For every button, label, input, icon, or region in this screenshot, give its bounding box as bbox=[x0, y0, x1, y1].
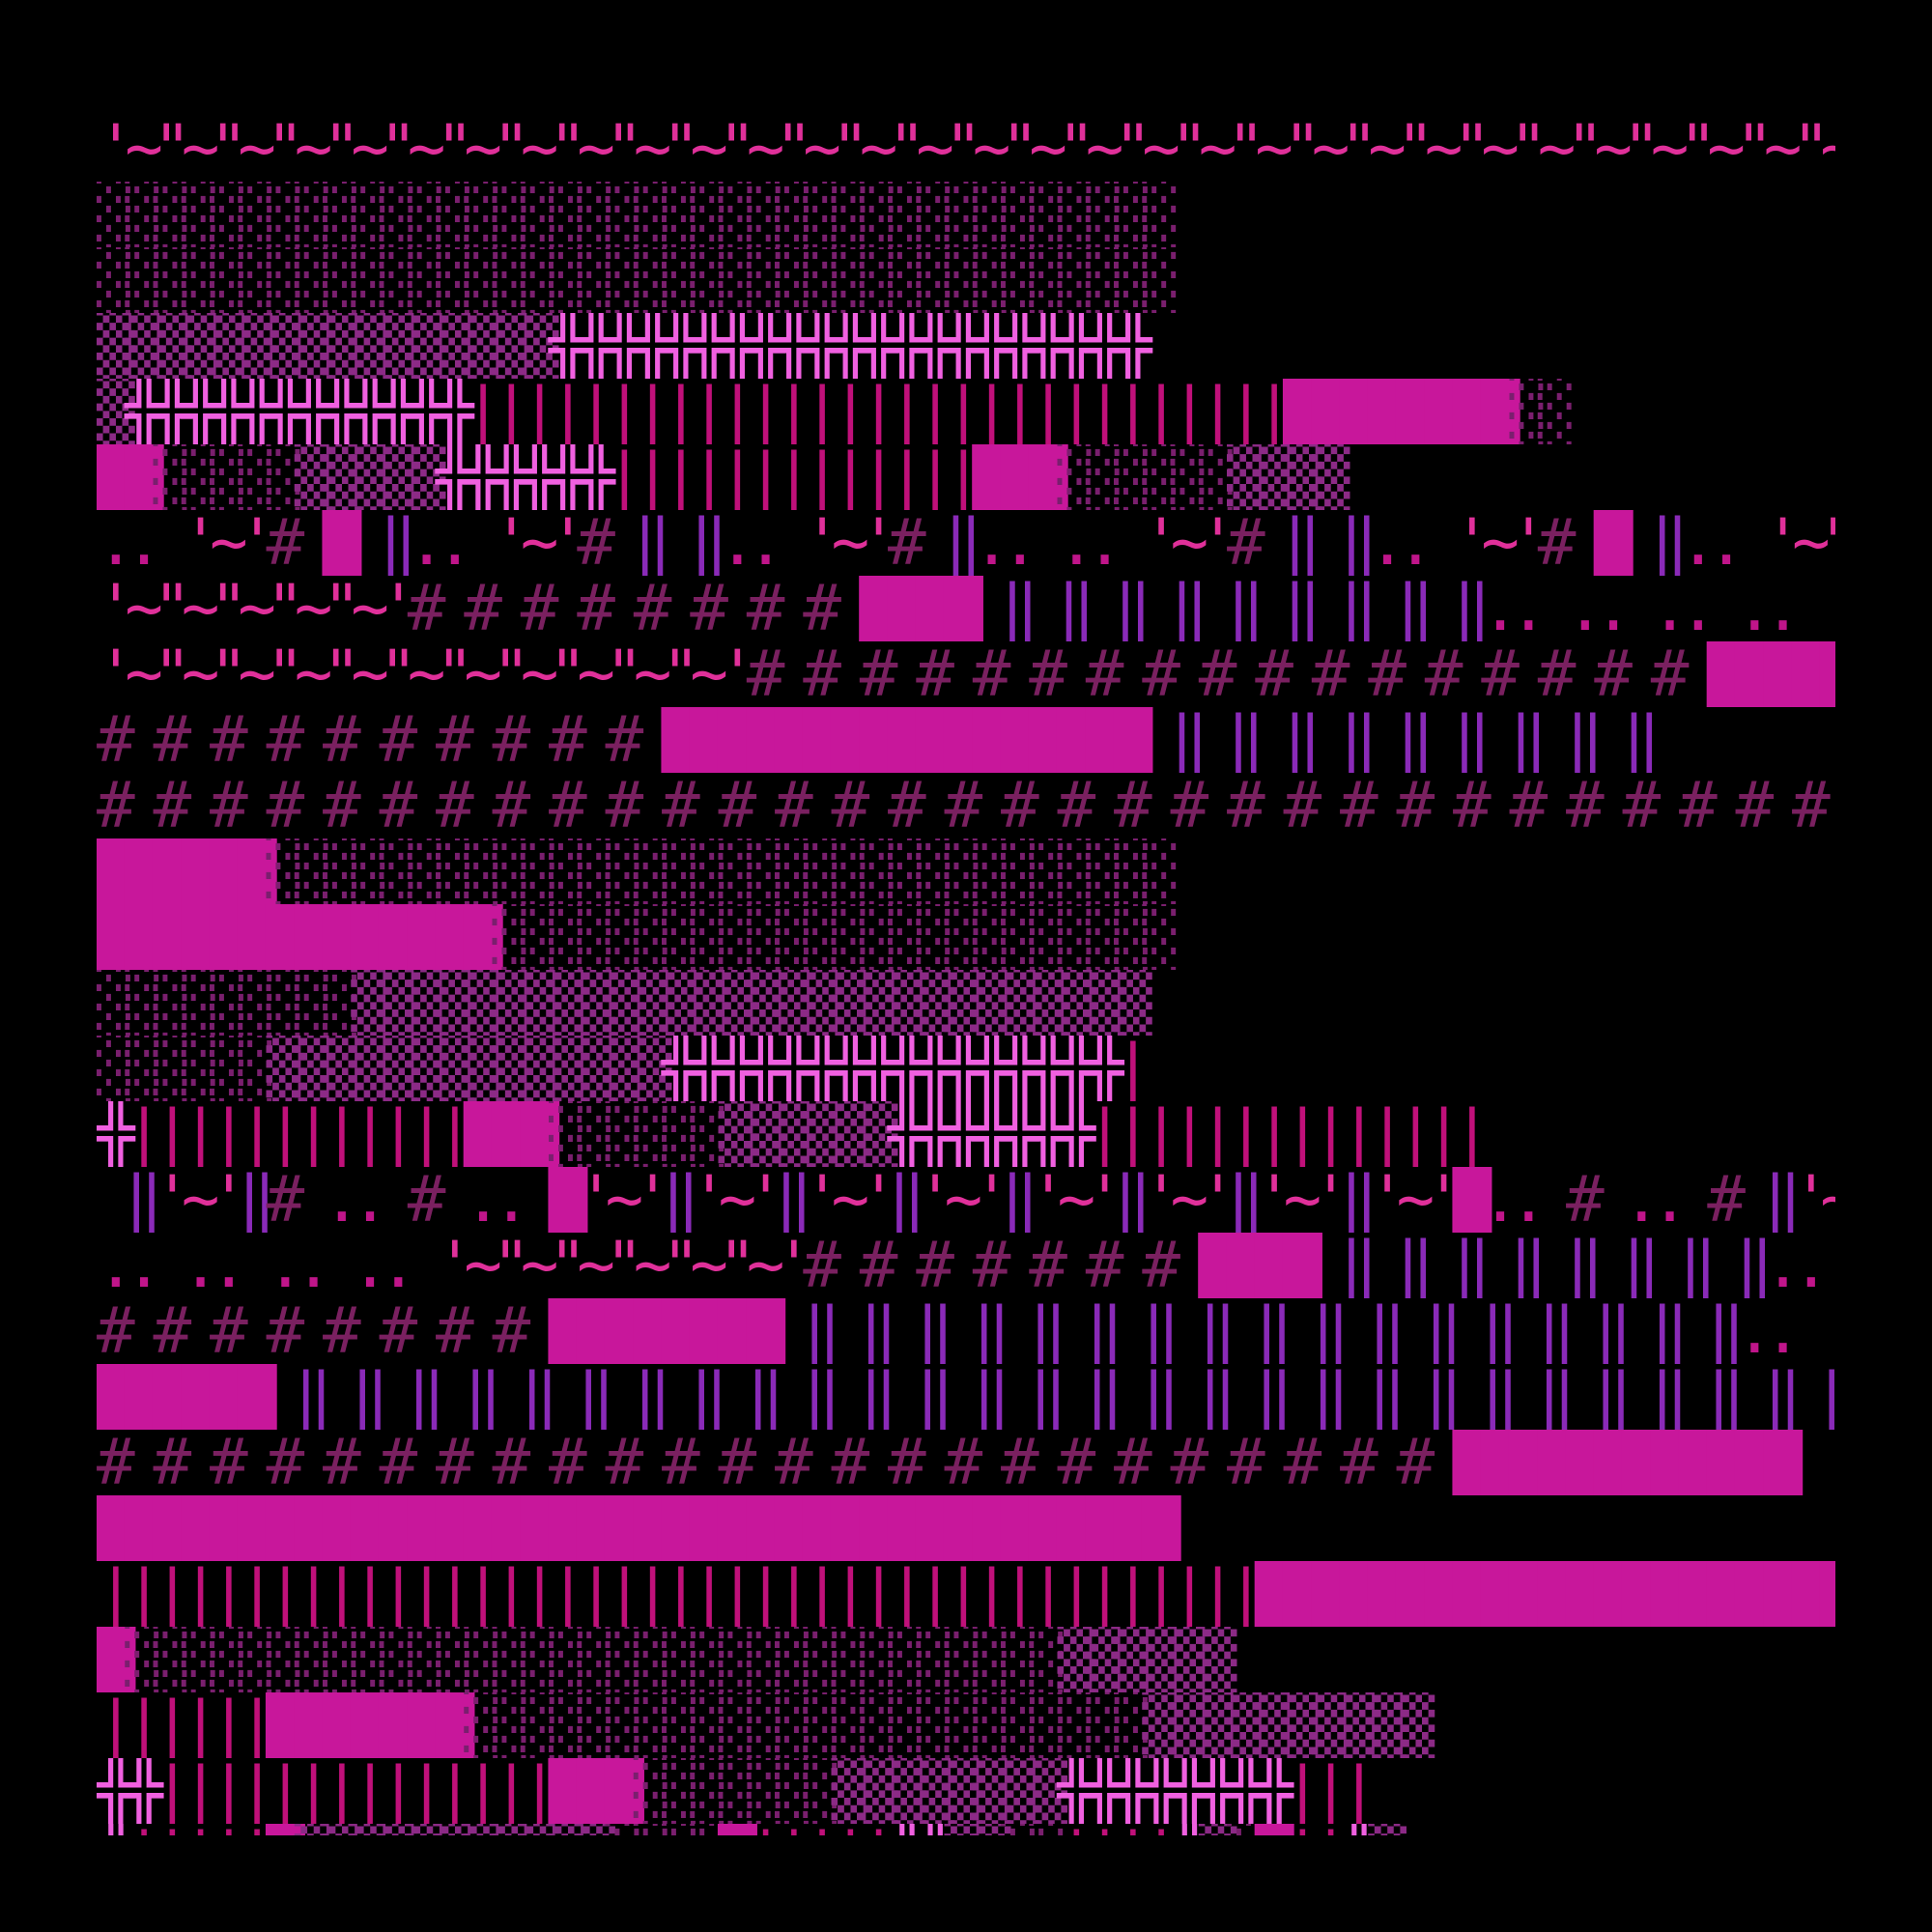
glyph-row: ██░░░░░▒▒▒▒▒╬╬╬╬╬╬|||||||||||||███░░░░░░… bbox=[97, 444, 1350, 510]
glyph-row: ╩|||||█▒▒▒▒▒▒▒▒▒▒▒░░░░█|||||╩╩▒▒░░||||╩▒… bbox=[97, 1824, 1835, 1835]
glyph-row: # # # # # # # # ████████ ‖ ‖ ‖ ‖ ‖ ‖ ‖ ‖… bbox=[97, 1298, 1835, 1364]
glyph-row: ░░░░░░░░░░░░░░░░░░░░░░░░░░░░░░░░░░░░░░ bbox=[97, 247, 1180, 313]
glyph-row: ░░░░░░░░░░░░░░░░░░░░░░░░░░░░░░░░░░░░░░ bbox=[97, 182, 1180, 247]
glyph-row: # # # # # # # # # # # # # # # # # # # # … bbox=[97, 1430, 1803, 1495]
glyph-row: ██████████████████████████████████████ bbox=[97, 1495, 1180, 1561]
glyph-row: ██████████████░░░░░░░░░░░░░░░░░░░░░░░░ bbox=[97, 904, 1180, 970]
glyph-row: ▒╬╬╬╬╬╬╬╬╬╬╬╬|||||||||||||||||||||||||||… bbox=[97, 379, 1577, 444]
glyph-row: ░░░░░░▒▒▒▒▒▒▒▒▒▒▒▒▒▒╬╬╬╬╬╬╬╬╬╬╬╬╬╬╬╬| bbox=[97, 1036, 1152, 1101]
ascii-art-canvas: '~"~"~"~"~"~"~"~"~"~"~"~"~"~"~"~"~"~"~"~… bbox=[97, 116, 1835, 1835]
glyph-row: '~"~"~"~"~"~"~"~"~"~"~'# # # # # # # # #… bbox=[97, 641, 1835, 707]
glyph-row: ██████░░░░░░░░░░░░░░░░░░░░░░░░░░░░░░░░ bbox=[97, 838, 1180, 904]
glyph-row: █░░░░░░░░░░░░░░░░░░░░░░░░░░░░░░░░░▒▒▒▒▒▒ bbox=[97, 1627, 1237, 1692]
glyph-row: .. .. .. .. '~"~"~"~"~"~'# # # # # # # █… bbox=[97, 1233, 1831, 1298]
glyph-row: '~"~"~"~"~"~"~"~"~"~"~"~"~"~"~"~"~"~"~"~… bbox=[97, 116, 1835, 182]
glyph-row: ‖'~'‖# .. # .. █'~'‖'~'‖'~'‖'~'‖'~'‖'~'‖… bbox=[125, 1167, 1835, 1233]
glyph-row: ╬||||||||||||███░░░░░░▒▒▒▒▒▒╬╬╬╬╬╬╬|||||… bbox=[97, 1101, 1492, 1167]
glyph-row: # # # # # # # # # # █████████████████ ‖ … bbox=[97, 707, 1661, 773]
glyph-row: ▒▒▒▒▒▒▒▒▒▒▒▒▒▒▒▒╬╬╬╬╬╬╬╬╬╬╬╬╬╬╬╬╬╬╬╬╬ bbox=[97, 313, 1152, 379]
glyph-row: ██████ ‖ ‖ ‖ ‖ ‖ ‖ ‖ ‖ ‖ ‖ ‖ ‖ ‖ ‖ ‖ ‖ ‖… bbox=[97, 1364, 1835, 1430]
glyph-row: ||||||███████░░░░░░░░░░░░░░░░░░░░░░░░▒▒▒… bbox=[97, 1692, 1435, 1758]
glyph-row: ╬╬||||||||||||||███░░░░░░░▒▒▒▒▒▒▒▒╬╬╬╬╬╬… bbox=[97, 1758, 1378, 1824]
glyph-row: '~"~"~"~"~'# # # # # # # # ████ ‖ ‖ ‖ ‖ … bbox=[97, 576, 1835, 641]
glyph-row: .. '~'# █ ‖.. '~'# ‖ ‖.. '~'# ‖.. .. '~'… bbox=[97, 510, 1835, 576]
glyph-row: ░░░░░░░░░▒▒▒▒▒▒▒▒▒▒▒▒▒▒▒▒▒▒▒▒▒▒▒▒▒▒▒▒ bbox=[97, 970, 1152, 1036]
glyph-row: # # # # # # # # # # # # # # # # # # # # … bbox=[97, 773, 1831, 838]
glyph-row: ||||||||||||||||||||||||||||||||||||||||… bbox=[97, 1561, 1835, 1627]
